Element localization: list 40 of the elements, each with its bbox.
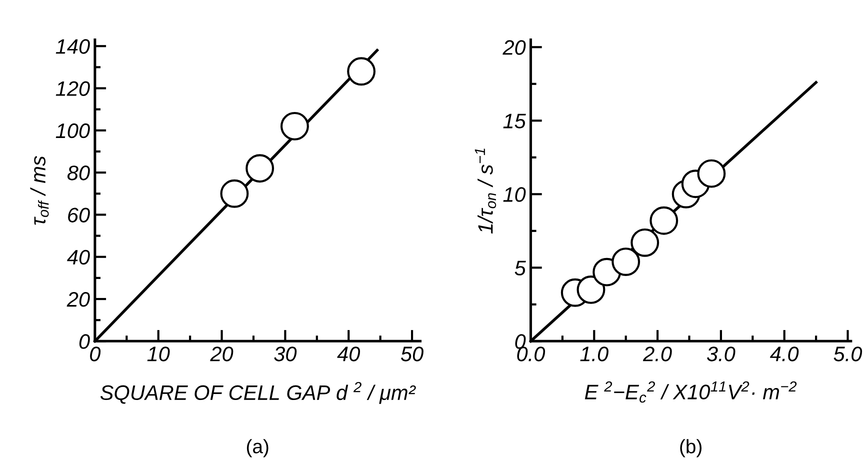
text: (a) — [246, 439, 268, 458]
point — [280, 112, 309, 140]
y-tick-label: 120 — [56, 81, 90, 96]
y-tick-label: 40 — [67, 250, 90, 265]
y-tick-label: 0 — [79, 334, 90, 349]
y-tick-label: 10 — [503, 187, 526, 202]
x-tick-label: 4.0 — [770, 346, 799, 362]
x-tick-label: 2.0 — [642, 346, 672, 362]
y-tick-label: 20 — [502, 40, 526, 55]
y-tick-label: 140 — [56, 39, 90, 54]
point — [220, 179, 249, 208]
x-tick-label: 30 — [274, 346, 297, 362]
point — [576, 275, 606, 304]
point — [630, 228, 660, 257]
y-tick-label: 5 — [514, 260, 526, 276]
y-tick-label: 80 — [67, 166, 90, 180]
x-tick-label: 3.0 — [706, 346, 736, 362]
x-tick-label: 20 — [210, 346, 234, 362]
y-tick-label: 60 — [68, 208, 90, 222]
text: E $^{2}$−E$_{c}$$^{2}$ / X10$^{11}$V$^{2}$· m$^{−2}$ — [584, 381, 797, 403]
y-tick-label: 100 — [56, 123, 90, 138]
x-axis-title: SQUARE OF CELL GAP d $^{2}$ / μm² — [100, 382, 416, 404]
x-tick-label: 1.0 — [580, 346, 608, 362]
point — [697, 159, 726, 188]
x-tick-label: 50 — [400, 346, 424, 362]
y-tick-label: 0 — [515, 334, 526, 349]
point — [246, 154, 274, 183]
x-tick-label: 5.0 — [834, 346, 862, 362]
x-tick-label: 40 — [337, 346, 360, 362]
y-tick-label: 15 — [503, 114, 526, 128]
point — [650, 206, 678, 235]
x-tick-label: 10 — [147, 346, 170, 362]
y-axis-title: 1/τ$_{on}$ / s$^{−1}$ — [474, 148, 496, 234]
point — [612, 248, 640, 276]
x-tick-label: 0.0 — [517, 346, 546, 362]
y-axis-title: τ$_{off}$ / ms — [30, 156, 49, 225]
point — [347, 57, 376, 86]
text: (b) — [680, 439, 702, 458]
x-tick-label: 0 — [90, 346, 101, 362]
y-tick-label: 20 — [66, 292, 90, 307]
